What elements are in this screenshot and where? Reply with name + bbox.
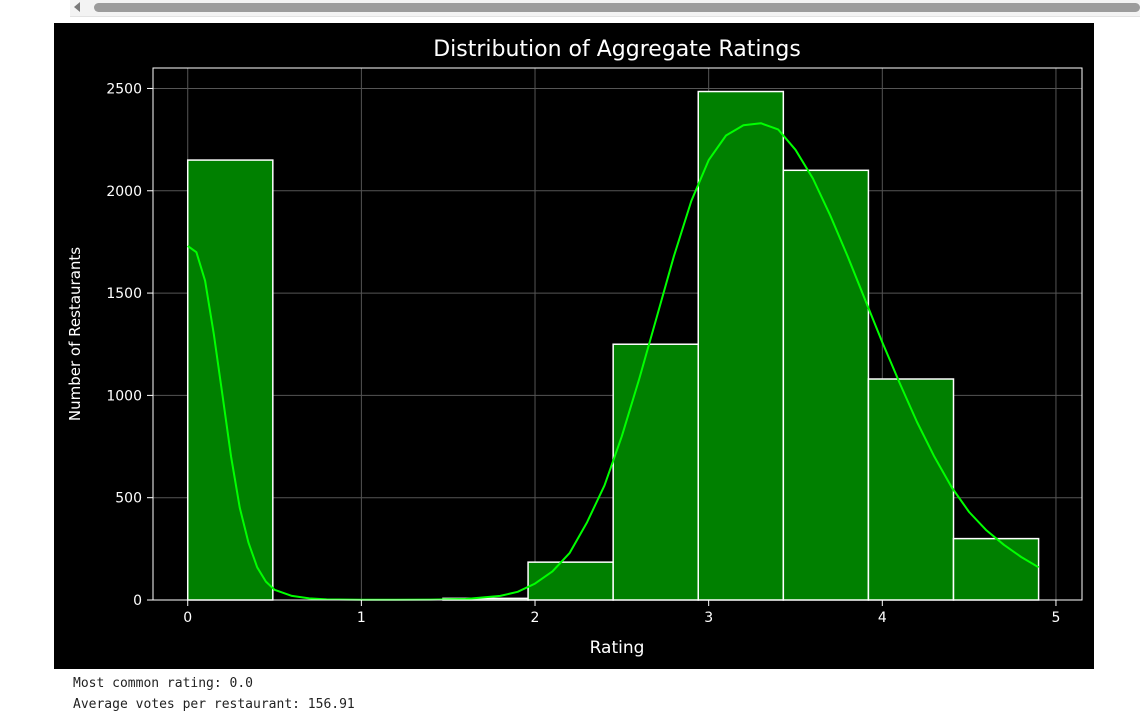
y-tick-label: 2000: [106, 184, 142, 200]
x-tick-label: 0: [183, 610, 192, 626]
y-axis-label: Number of Restaurants: [66, 247, 84, 421]
scrollbar-thumb[interactable]: [94, 3, 1140, 12]
y-tick-label: 2500: [106, 81, 142, 97]
histogram-bar: [186, 159, 274, 601]
y-tick-label: 1500: [106, 286, 142, 302]
histogram-bars: [186, 90, 1040, 601]
axis-ticks: 0 1 2 3 4 5 0 500 1000 1500 2000 2500: [106, 81, 1060, 626]
x-tick-label: 5: [1051, 610, 1060, 626]
y-tick-label: 0: [133, 593, 142, 609]
output-most-common-rating: Most common rating: 0.0: [73, 676, 254, 691]
x-tick-label: 1: [357, 610, 366, 626]
horizontal-scrollbar[interactable]: [70, 0, 1140, 17]
plot-frame: [152, 67, 1083, 601]
histogram-bar: [612, 343, 699, 601]
x-tick-label: 4: [878, 610, 887, 626]
x-tick-label: 3: [704, 610, 713, 626]
kde-line: [187, 122, 1040, 601]
y-tick-label: 500: [115, 491, 142, 507]
y-tick-label: 1000: [106, 388, 142, 404]
chart-figure: 0 1 2 3 4 5 0 500 1000 1500 2000 2500 Distribution …: [54, 23, 1094, 669]
histogram-chart: 0 1 2 3 4 5 0 500 1000 1500 2000 2500 Distribution …: [66, 37, 1083, 658]
output-average-votes: Average votes per restaurant: 156.91: [73, 697, 355, 712]
histogram-bar: [697, 90, 785, 601]
histogram-bar: [782, 169, 870, 601]
histogram-bar: [527, 561, 614, 601]
histogram-bar: [952, 537, 1040, 601]
histogram-bar: [867, 378, 955, 601]
x-axis-label: Rating: [590, 638, 645, 658]
x-tick-label: 2: [531, 610, 540, 626]
kde-curve: [187, 122, 1040, 601]
triangle-left-icon[interactable]: [74, 2, 80, 12]
chart-title: Distribution of Aggregate Ratings: [433, 37, 801, 62]
